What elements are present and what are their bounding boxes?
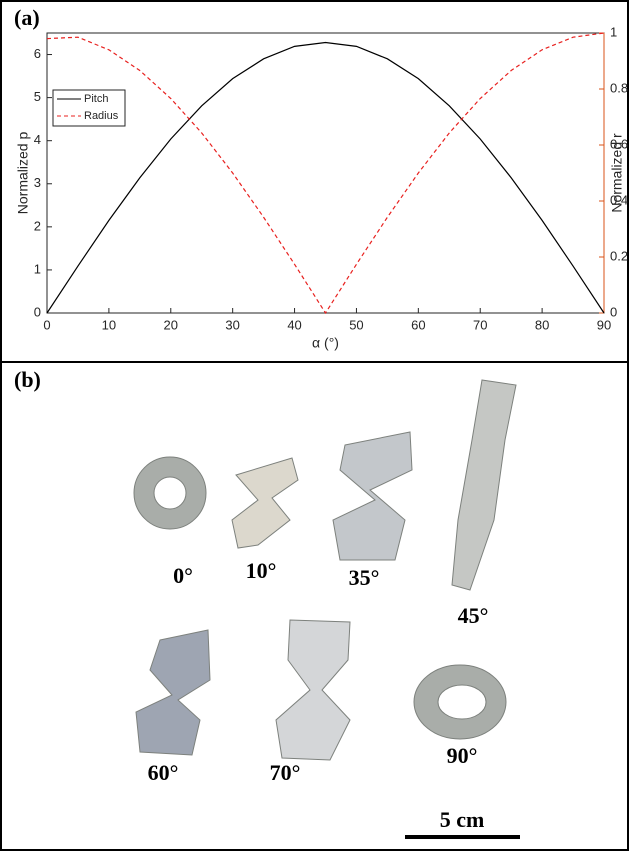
- sample-label: 60°: [148, 760, 179, 785]
- y2-tick-label: 1: [610, 24, 617, 39]
- y-tick-label: 2: [34, 218, 41, 233]
- x-tick-label: 70: [473, 317, 487, 332]
- y2-tick-label: 0.6: [610, 136, 628, 151]
- legend-box: [52, 89, 126, 127]
- y2-axis-label: Normalized r: [609, 133, 625, 213]
- y2-tick-label: 0.2: [610, 248, 628, 263]
- sample-label: 10°: [246, 558, 277, 583]
- panel-label: (b): [14, 367, 41, 392]
- x-tick-label: 10: [102, 317, 116, 332]
- x-tick-label: 20: [164, 317, 178, 332]
- sample-label: 45°: [458, 603, 489, 628]
- y-tick-label: 0: [34, 304, 41, 319]
- y-tick-label: 5: [34, 89, 41, 104]
- legend-label: Pitch: [84, 93, 108, 105]
- x-tick-label: 80: [535, 317, 549, 332]
- plot-area: [46, 32, 605, 314]
- line-series: [46, 32, 605, 315]
- sample-label: 0°: [173, 563, 193, 588]
- photos: [133, 379, 517, 761]
- y-axis-label: Normalized p: [15, 132, 31, 215]
- y2-tick-label: 0: [610, 304, 617, 319]
- panel-label: (a): [14, 5, 40, 30]
- x-tick-label: 40: [287, 317, 301, 332]
- sample-label: 70°: [270, 760, 301, 785]
- x-tick-label: 50: [349, 317, 363, 332]
- y-tick-label: 6: [34, 46, 41, 61]
- line-series: [46, 41, 605, 314]
- legend-label: Radius: [84, 110, 119, 122]
- scale-bar-label: 5 cm: [440, 807, 485, 832]
- y-tick-label: 3: [34, 175, 41, 190]
- x-tick-label: 60: [411, 317, 425, 332]
- y2-tick-label: 0.8: [610, 80, 628, 95]
- y-tick-label: 4: [34, 132, 41, 147]
- x-tick-label: 90: [597, 317, 611, 332]
- y-tick-label: 1: [34, 261, 41, 276]
- x-tick-label: 0: [43, 317, 50, 332]
- y2-tick-label: 0.4: [610, 192, 628, 207]
- x-axis-label: α (°): [312, 335, 339, 351]
- x-tick-label: 30: [225, 317, 239, 332]
- sample-label: 90°: [447, 743, 478, 768]
- sample-label: 35°: [349, 565, 380, 590]
